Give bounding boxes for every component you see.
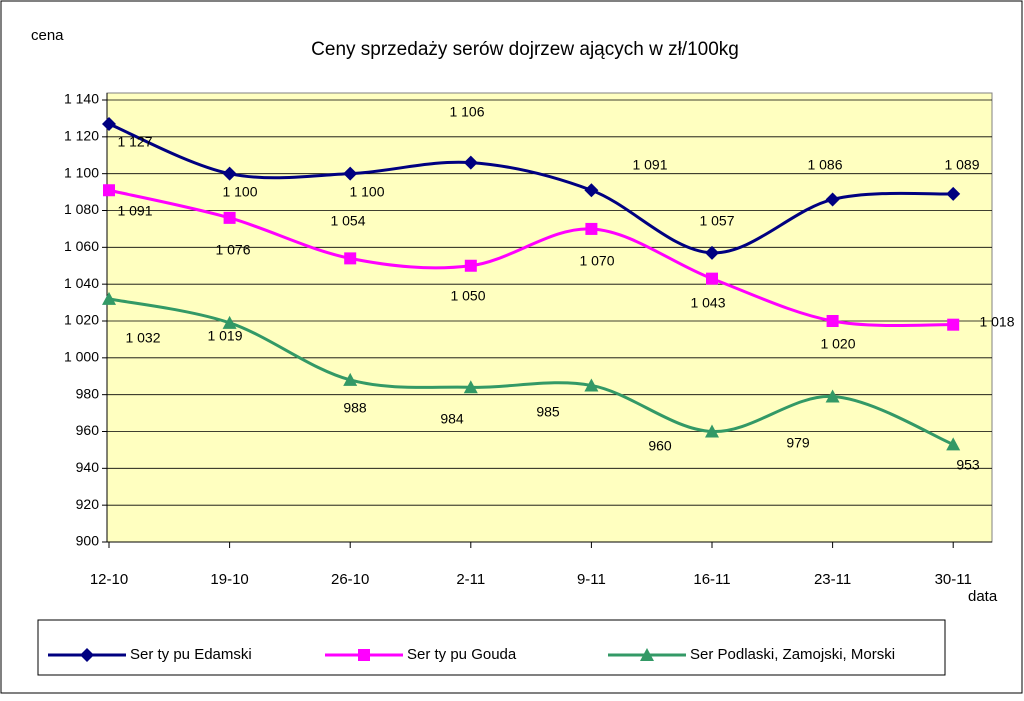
marker xyxy=(343,372,358,386)
data-label: 1 020 xyxy=(820,336,855,352)
marker xyxy=(102,116,116,131)
marker xyxy=(584,378,599,392)
marker xyxy=(946,186,961,201)
data-label: 1 127 xyxy=(117,134,152,150)
data-label: 985 xyxy=(536,404,560,420)
marker xyxy=(463,380,478,394)
data-label: 979 xyxy=(786,435,810,451)
plot-area xyxy=(106,92,993,543)
data-label: 1 106 xyxy=(449,104,484,120)
data-label: 953 xyxy=(956,457,980,473)
y-tick-label: 920 xyxy=(76,496,100,512)
y-tick-label: 980 xyxy=(76,385,100,401)
y-axis-label: cena xyxy=(31,27,64,44)
marker xyxy=(584,183,599,198)
y-tick-label: 1 080 xyxy=(64,201,99,217)
marker xyxy=(80,648,94,662)
y-tick-label: 960 xyxy=(76,422,100,438)
data-label: 1 070 xyxy=(579,253,614,269)
x-tick-label: 9-11 xyxy=(577,571,606,588)
marker xyxy=(947,318,960,331)
legend xyxy=(37,619,946,676)
data-label: 1 050 xyxy=(450,288,485,304)
x-tick-label: 23-11 xyxy=(814,571,851,588)
marker xyxy=(706,272,718,285)
marker xyxy=(464,259,477,272)
data-label: 984 xyxy=(440,411,464,427)
data-label: 1 018 xyxy=(979,314,1014,330)
marker xyxy=(222,315,237,329)
line xyxy=(108,188,954,327)
marker xyxy=(463,155,478,170)
data-label: 1 054 xyxy=(330,213,365,229)
y-tick-label: 1 100 xyxy=(64,164,99,180)
y-tick-label: 1 040 xyxy=(64,275,99,291)
y-tick-label: 900 xyxy=(76,533,100,549)
y-tick-label: 1 000 xyxy=(64,349,99,365)
legend-label: Ser ty pu Gouda xyxy=(407,646,517,663)
legend-label: Ser ty pu Edamski xyxy=(130,646,252,663)
data-label: 988 xyxy=(343,400,367,416)
data-label: 960 xyxy=(648,438,672,454)
data-label: 1 091 xyxy=(632,157,667,173)
marker xyxy=(825,389,840,403)
data-label: 1 086 xyxy=(807,157,842,173)
data-label: 1 091 xyxy=(117,203,152,219)
line xyxy=(108,297,954,446)
marker xyxy=(102,291,116,305)
x-tick-label: 19-10 xyxy=(210,571,248,588)
marker xyxy=(705,245,719,260)
data-label: 1 032 xyxy=(125,330,160,346)
marker xyxy=(825,192,840,207)
x-tick-label: 2-11 xyxy=(456,571,485,588)
y-tick-label: 940 xyxy=(76,459,100,475)
marker xyxy=(640,648,654,661)
x-axis-label: data xyxy=(968,588,998,605)
x-tick-label: 26-10 xyxy=(331,571,369,588)
y-tick-label: 1 120 xyxy=(64,128,99,144)
data-label: 1 089 xyxy=(944,157,979,173)
legend-label: Ser Podlaski, Zamojski, Morski xyxy=(690,646,895,663)
data-label: 1 100 xyxy=(222,184,257,200)
x-tick-label: 30-11 xyxy=(935,571,972,588)
y-tick-label: 1 020 xyxy=(64,312,99,328)
x-tick-label: 16-11 xyxy=(693,571,730,588)
marker xyxy=(705,424,719,438)
data-label: 1 043 xyxy=(690,295,725,311)
line xyxy=(108,122,954,255)
marker xyxy=(103,184,115,197)
y-tick-label: 1 140 xyxy=(64,91,99,107)
y-tick-label: 1 060 xyxy=(64,238,99,254)
x-tick-label: 12-10 xyxy=(90,571,128,588)
chart-title: Ceny sprzedaży serów dojrzew ających w z… xyxy=(311,39,739,60)
marker xyxy=(946,437,961,451)
marker xyxy=(585,222,598,235)
data-label: 1 100 xyxy=(349,184,384,200)
marker xyxy=(344,252,357,265)
marker xyxy=(223,211,236,224)
data-label: 1 019 xyxy=(207,328,242,344)
marker xyxy=(222,166,237,181)
marker xyxy=(343,166,358,181)
data-label: 1 057 xyxy=(699,213,734,229)
marker xyxy=(358,649,370,661)
marker xyxy=(826,315,839,327)
data-label: 1 076 xyxy=(215,242,250,258)
